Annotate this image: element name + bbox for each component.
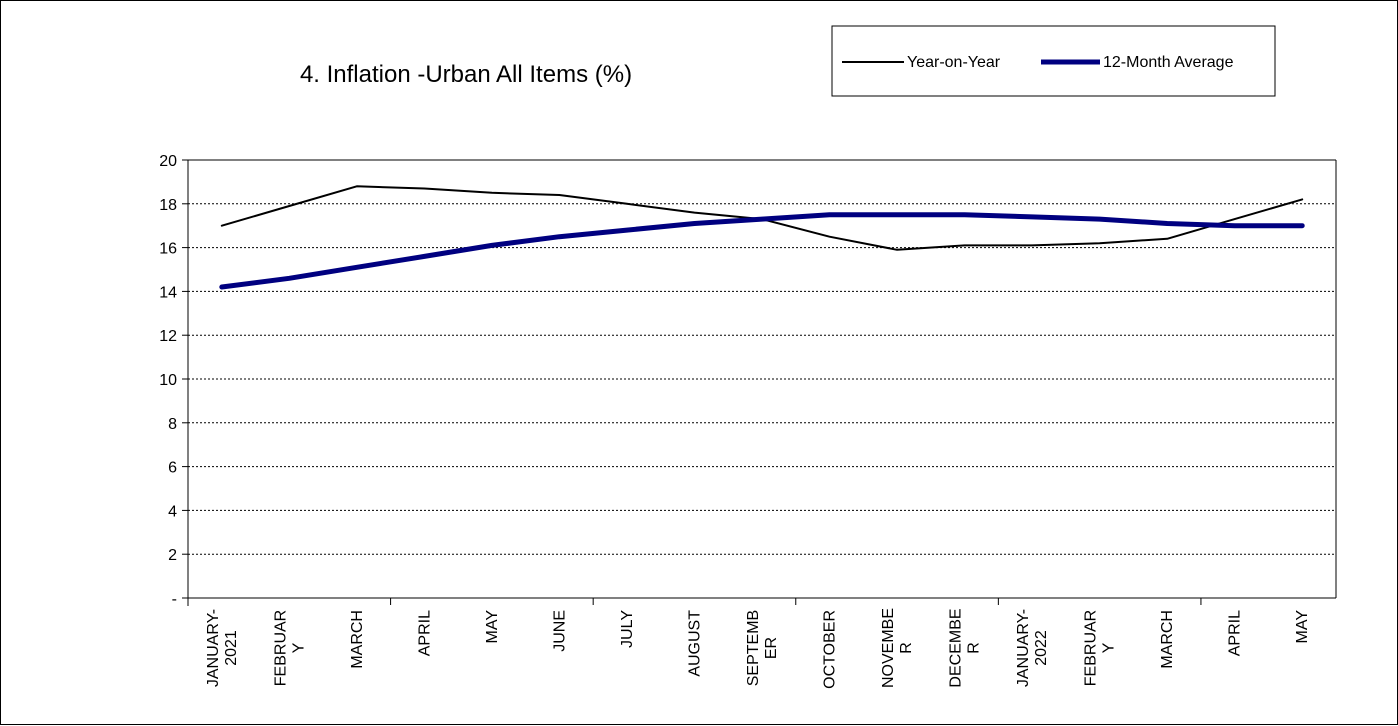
y-tick-label: - bbox=[172, 591, 177, 608]
y-tick-label: 12 bbox=[159, 328, 177, 345]
x-tick-label-line: NOVEMBE bbox=[880, 608, 897, 688]
x-tick-label-line: MARCH bbox=[349, 610, 366, 669]
x-tick-label: AUGUST bbox=[686, 610, 703, 677]
x-tick-label-line: Y bbox=[1101, 642, 1118, 653]
x-tick-label: MARCH bbox=[349, 610, 366, 669]
x-tick-label: APRIL bbox=[1227, 610, 1244, 656]
series-line-12-month-average bbox=[219, 212, 1305, 290]
x-tick-label-line: FEBRUAR bbox=[1083, 610, 1100, 686]
x-tick-label-line: APRIL bbox=[416, 610, 433, 656]
x-tick-label: NOVEMBE R bbox=[880, 608, 915, 688]
x-tick-label-line: MAY bbox=[484, 610, 501, 644]
x-tick-label: SEPTEMB ER bbox=[745, 610, 780, 686]
y-tick-label: 14 bbox=[159, 284, 177, 301]
x-tick-label-line: 2021 bbox=[223, 630, 240, 666]
legend-label-year-on-year: Year-on-Year bbox=[907, 54, 1001, 71]
chart-legend: Year-on-Year 12-Month Average bbox=[831, 25, 1276, 97]
x-tick-label-line: R bbox=[898, 642, 915, 654]
x-tick-label-line: MAY bbox=[1294, 610, 1311, 644]
x-tick-label-line: FEBRUAR bbox=[272, 610, 289, 686]
y-axis-ticks: - 2 4 6 8 10 12 14 16 18 20 bbox=[159, 153, 188, 608]
x-tick-label-line: JANUARY- bbox=[1015, 609, 1032, 687]
x-tick-label: JANUARY- 2021 bbox=[205, 609, 240, 687]
x-tick-label-line: APRIL bbox=[1227, 610, 1244, 656]
x-tick-label-line: SEPTEMB bbox=[745, 610, 762, 686]
y-tick-label: 18 bbox=[159, 197, 177, 214]
x-tick-label-line: MARCH bbox=[1159, 610, 1176, 669]
legend-label-12-month-average: 12-Month Average bbox=[1103, 54, 1234, 71]
x-tick-label: JUNE bbox=[551, 610, 568, 652]
x-tick-label-line: JUNE bbox=[551, 610, 568, 652]
x-tick-label: OCTOBER bbox=[822, 610, 839, 689]
x-tick-label-line: OCTOBER bbox=[822, 610, 839, 689]
x-tick-label-line: 2022 bbox=[1033, 630, 1050, 666]
series-layer bbox=[219, 185, 1305, 290]
x-tick-label: FEBRUAR Y bbox=[1083, 610, 1118, 686]
x-tick-label: JANUARY- 2022 bbox=[1015, 609, 1050, 687]
x-tick-label: MAY bbox=[1294, 610, 1311, 644]
y-tick-label: 6 bbox=[168, 460, 177, 477]
x-tick-label-line: Y bbox=[290, 642, 307, 653]
x-tick-label-line: R bbox=[966, 642, 983, 654]
chart-title: 4. Inflation -Urban All Items (%) bbox=[300, 61, 632, 88]
y-tick-label: 4 bbox=[168, 503, 177, 520]
x-tick-label-line: JANUARY- bbox=[205, 609, 222, 687]
x-axis-ticks: JANUARY- 2021 FEBRUAR Y MARCH APRIL MAY JUNE JUL… bbox=[187, 598, 1311, 689]
x-tick-label: DECEMBE R bbox=[948, 608, 983, 687]
x-tick-label: APRIL bbox=[416, 610, 433, 656]
x-tick-label: MAY bbox=[484, 610, 501, 644]
x-tick-label-line: JULY bbox=[619, 610, 636, 648]
y-tick-label: 2 bbox=[168, 547, 177, 564]
x-tick-label-line: AUGUST bbox=[686, 610, 703, 677]
x-tick-label-line: DECEMBE bbox=[948, 608, 965, 687]
x-tick-label: MARCH bbox=[1159, 610, 1176, 669]
axes bbox=[187, 159, 1337, 606]
gridlines bbox=[188, 203, 1336, 555]
y-tick-label: 10 bbox=[159, 372, 177, 389]
y-tick-label: 20 bbox=[159, 153, 177, 170]
y-tick-label: 16 bbox=[159, 241, 177, 258]
y-tick-label: 8 bbox=[168, 416, 177, 433]
x-tick-label: FEBRUAR Y bbox=[272, 610, 307, 686]
x-tick-label-line: ER bbox=[763, 637, 780, 659]
x-tick-label: JULY bbox=[619, 610, 636, 648]
